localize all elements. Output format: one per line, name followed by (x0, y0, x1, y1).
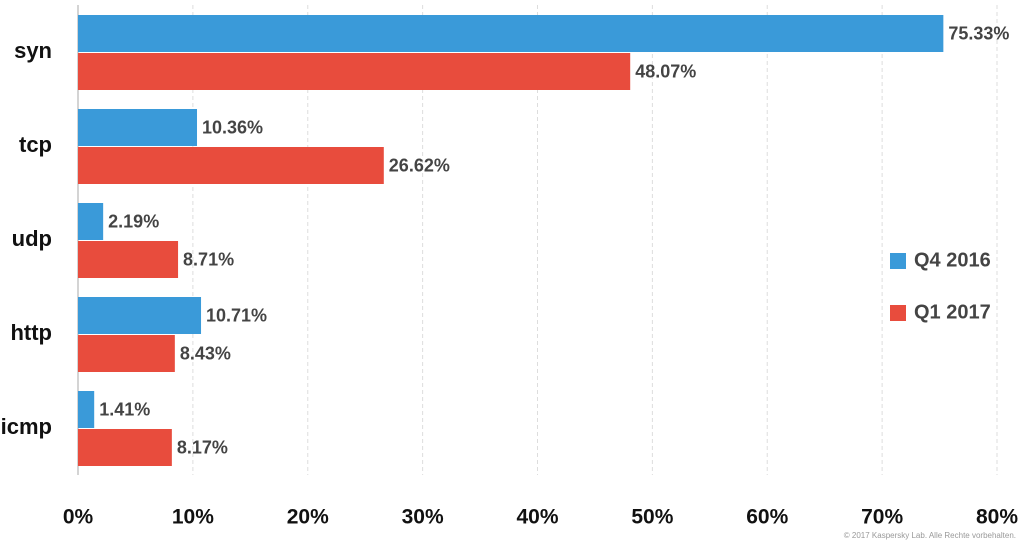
legend-label: Q1 2017 (914, 301, 991, 323)
x-tick-label: 80% (976, 506, 1018, 529)
data-label: 1.41% (99, 399, 150, 419)
data-label: 8.71% (183, 249, 234, 269)
bar (78, 147, 384, 184)
data-label: 2.19% (108, 211, 159, 231)
bar (78, 53, 631, 90)
y-tick-label: icmp (1, 414, 52, 439)
y-tick-label: http (10, 320, 52, 345)
data-label: 26.62% (389, 155, 450, 175)
x-tick-label: 0% (63, 506, 94, 529)
data-label: 10.36% (202, 117, 263, 137)
bar (78, 297, 202, 334)
bar (78, 109, 198, 146)
y-tick-label: udp (12, 226, 52, 251)
bar (78, 335, 175, 372)
data-label: 8.43% (180, 343, 231, 363)
x-tick-label: 10% (172, 506, 214, 529)
x-tick-label: 30% (402, 506, 444, 529)
y-tick-label: syn (14, 38, 52, 63)
bar (78, 391, 95, 428)
bar (78, 203, 104, 240)
x-tick-label: 20% (287, 506, 329, 529)
legend-label: Q4 2016 (914, 249, 991, 271)
x-tick-label: 60% (746, 506, 788, 529)
bar (78, 429, 172, 466)
footnote: © 2017 Kaspersky Lab. Alle Rechte vorbeh… (844, 531, 1016, 540)
data-label: 48.07% (635, 61, 696, 81)
data-label: 75.33% (948, 23, 1009, 43)
x-tick-label: 40% (516, 506, 558, 529)
x-tick-label: 70% (861, 506, 903, 529)
legend-swatch (890, 253, 906, 269)
bar (78, 15, 944, 52)
legend-swatch (890, 305, 906, 321)
bar (78, 241, 179, 278)
x-tick-label: 50% (631, 506, 673, 529)
data-label: 10.71% (206, 305, 267, 325)
data-label: 8.17% (177, 437, 228, 457)
y-tick-label: tcp (19, 132, 52, 157)
